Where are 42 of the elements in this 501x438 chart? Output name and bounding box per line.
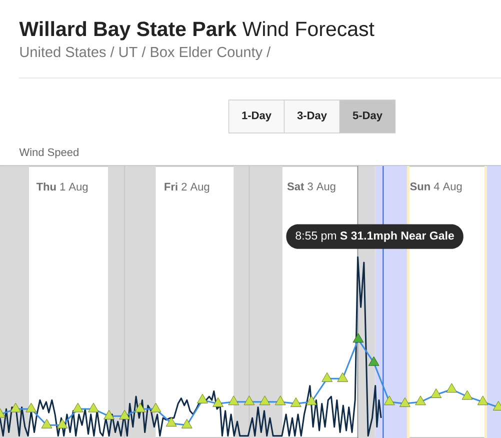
point (352, 333, 364, 343)
point (72, 402, 84, 412)
point (430, 388, 442, 398)
point (166, 417, 177, 427)
point (228, 396, 240, 406)
point (384, 396, 395, 406)
text: 3-Day (297, 112, 327, 122)
point (181, 418, 192, 428)
x-tick-label: Sun 4 Aug (410, 182, 462, 192)
point (56, 418, 68, 428)
point (134, 402, 146, 412)
point (150, 402, 162, 412)
y-axis-title: Wind Speed (19, 148, 78, 158)
x-tick-label: Sat 3 Aug (287, 182, 336, 192)
point (415, 396, 426, 406)
point (462, 390, 473, 400)
point (259, 396, 270, 406)
point (212, 397, 224, 407)
point (368, 356, 380, 366)
point (88, 402, 99, 412)
point (477, 396, 488, 406)
point (104, 410, 114, 420)
point (244, 396, 255, 406)
point (26, 402, 37, 412)
point (337, 372, 348, 382)
point (119, 410, 130, 420)
point (41, 418, 52, 428)
annotation: 8:55 pm S 31.1mph Near Gale (296, 231, 454, 242)
x-tick-label: Fri 2 Aug (164, 182, 210, 193)
point (197, 394, 208, 404)
chart-subtitle: United States / UT / Box Elder County / (20, 46, 271, 60)
text: 5-Day (352, 112, 382, 122)
point (274, 396, 286, 406)
point (306, 396, 317, 406)
x-tick-label: Thu 1 Aug (36, 182, 88, 193)
point (322, 372, 333, 382)
point (290, 397, 302, 407)
point (400, 397, 410, 407)
point (446, 383, 458, 393)
point (10, 402, 22, 412)
chart-title: Willard Bay State Park Wind Forecast (19, 21, 374, 40)
text: 1-Day (242, 112, 272, 122)
